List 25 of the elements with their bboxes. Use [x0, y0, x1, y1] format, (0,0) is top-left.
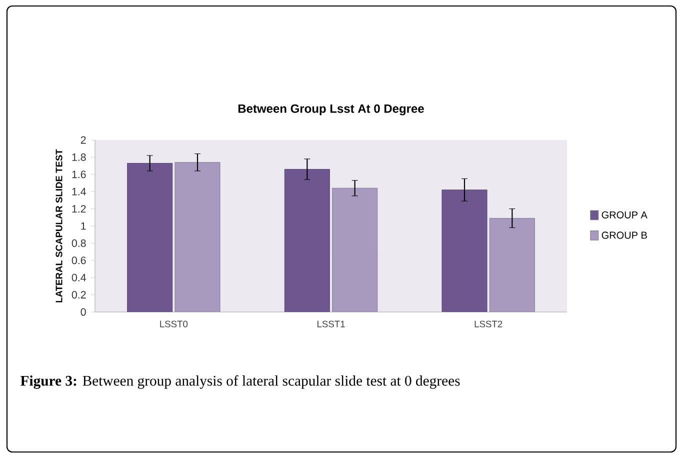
y-tick-label: 0	[80, 308, 86, 316]
legend-label: GROUP B	[602, 232, 647, 239]
y-tick-label: 2	[80, 136, 86, 144]
x-tick-label: LSST0	[160, 320, 188, 328]
bar	[284, 168, 330, 312]
legend-label: GROUP A	[602, 211, 648, 218]
bar	[489, 218, 535, 312]
y-tick-label: 1.4	[72, 188, 86, 196]
chart-title: Between Group Lsst At 0 Degree	[238, 104, 424, 116]
y-tick-label: 1.8	[72, 153, 86, 161]
x-tick-label: LSST1	[318, 320, 345, 328]
y-tick-label: 1.6	[72, 170, 86, 178]
bar	[332, 188, 378, 312]
y-axis-title: LATERAL SCAPULAR SLIDE TEST	[56, 149, 62, 302]
text: Figure 3: Between group analysis of lateral scapular slide test at 0 degrees	[20, 375, 460, 389]
bar	[174, 162, 220, 312]
x-tick-label: LSST2	[474, 320, 502, 328]
y-tick-label: 1	[81, 222, 86, 230]
y-tick-label: 0.4	[72, 274, 86, 282]
y-tick-label: 0.8	[72, 239, 86, 247]
bar	[127, 162, 173, 312]
y-tick-label: 1.2	[72, 205, 86, 213]
y-tick-label: 0.2	[72, 291, 86, 299]
bar	[442, 190, 488, 312]
y-tick-label: 0.6	[72, 256, 86, 264]
